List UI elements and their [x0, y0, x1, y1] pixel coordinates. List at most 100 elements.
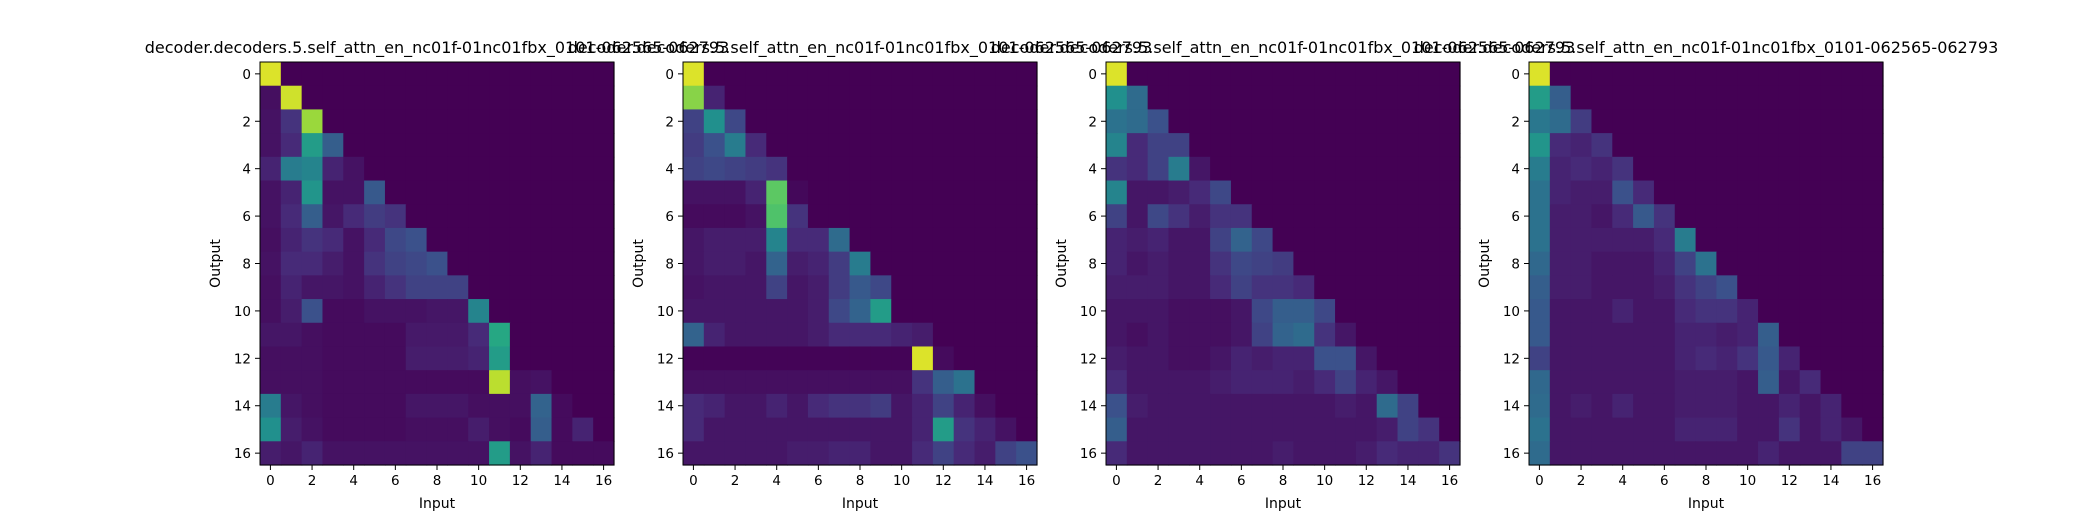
heatmap-cell [1612, 133, 1634, 158]
heatmap-cell [1862, 441, 1884, 466]
heatmap-cell [551, 370, 573, 395]
heatmap-cell [1862, 62, 1884, 87]
heatmap-cell [1737, 251, 1759, 276]
heatmap-cell [1570, 299, 1593, 324]
heatmap-cell [1418, 180, 1440, 205]
heatmap-cell [787, 180, 809, 205]
heatmap-cell [530, 62, 553, 87]
heatmap-cell [322, 417, 344, 442]
heatmap-cell [1862, 204, 1884, 229]
heatmap-cell [1418, 322, 1440, 348]
heatmap-cell [1126, 85, 1149, 111]
heatmap-cell [1418, 393, 1440, 419]
heatmap-cell [828, 346, 851, 371]
heatmap-cell [1653, 227, 1676, 253]
heatmap-cell [995, 299, 1017, 324]
heatmap-cell [1737, 370, 1759, 395]
heatmap-cell [1230, 156, 1253, 182]
heatmap-cell [953, 85, 976, 111]
heatmap-cell [703, 133, 726, 158]
heatmap-cell [1758, 393, 1780, 419]
heatmap-cell [932, 275, 955, 300]
heatmap-cell [1189, 275, 1211, 300]
heatmap-cell [1251, 156, 1274, 182]
heatmap-cell [1397, 322, 1419, 348]
heatmap-cell [1251, 441, 1274, 466]
heatmap-cell [1820, 370, 1842, 395]
heatmap-cell [343, 322, 365, 348]
heatmap-cell [995, 275, 1017, 300]
heatmap-cell [530, 275, 553, 300]
heatmap-cell [1570, 180, 1593, 205]
heatmap-cell [384, 299, 407, 324]
heatmap-cell [1126, 204, 1149, 229]
heatmap-cell [912, 251, 934, 276]
heatmap-cell [1529, 441, 1551, 466]
heatmap-cell [384, 62, 407, 87]
heatmap-cell [509, 180, 532, 205]
heatmap-cell [1799, 62, 1822, 87]
heatmap-cell [322, 180, 344, 205]
heatmap-cell [1633, 275, 1655, 300]
heatmap-cell [891, 393, 913, 419]
heatmap-cell [1439, 299, 1461, 324]
heatmap-cell [489, 85, 511, 111]
heatmap-cell [1862, 156, 1884, 182]
heatmap-cell [1633, 204, 1655, 229]
heatmap-cell [1293, 156, 1315, 182]
x-tick-label: 12 [935, 473, 952, 489]
heatmap-cell [766, 370, 788, 395]
heatmap-cell [426, 275, 449, 300]
heatmap-cell [1293, 299, 1315, 324]
heatmap-cell [1737, 85, 1759, 111]
heatmap-cell [1570, 62, 1593, 87]
heatmap-cell [1799, 322, 1822, 348]
heatmap-cell [1168, 417, 1190, 442]
heatmap-cell [1570, 109, 1593, 134]
heatmap-cell [1799, 156, 1822, 182]
heatmap-cell [280, 441, 303, 466]
heatmap-cell [1147, 62, 1170, 87]
heatmap-cell [1230, 204, 1253, 229]
heatmap-cell [489, 251, 511, 276]
heatmap-cell [1633, 62, 1655, 87]
heatmap-cell [1529, 85, 1551, 111]
heatmap-cell [1355, 227, 1378, 253]
heatmap-cell [593, 109, 615, 134]
heatmap-cell [1189, 180, 1211, 205]
heatmap-cell [703, 417, 726, 442]
heatmap-cell [1168, 275, 1190, 300]
heatmap-cell [828, 227, 851, 253]
heatmap-cell [745, 322, 767, 348]
heatmap-cell [912, 346, 934, 371]
heatmap-cell [1612, 227, 1634, 253]
heatmap-cell [1591, 62, 1613, 87]
heatmap-cell [1674, 204, 1697, 229]
heatmap-cell [745, 417, 767, 442]
heatmap-cell [1397, 417, 1419, 442]
heatmap-cell [849, 204, 872, 229]
heatmap-cell [1272, 251, 1295, 276]
x-axis-label: Input [1688, 496, 1725, 512]
heatmap-cell [1106, 109, 1128, 134]
heatmap-cell [703, 275, 726, 300]
x-tick-label: 0 [689, 473, 698, 489]
heatmap-cell [260, 322, 282, 348]
heatmap-cell [1820, 393, 1842, 419]
heatmap-cell [828, 441, 851, 466]
heatmap-cell [364, 62, 386, 87]
heatmap-cell [974, 133, 996, 158]
heatmap-cell [1862, 275, 1884, 300]
heatmap-cell [301, 133, 324, 158]
heatmap-cell [1147, 109, 1170, 134]
x-tick-label: 8 [1279, 473, 1288, 489]
x-tick-label: 12 [512, 473, 529, 489]
heatmap-cell [1355, 346, 1378, 371]
heatmap-cell [807, 251, 830, 276]
heatmap-cell [1633, 180, 1655, 205]
heatmap-cell [1737, 180, 1759, 205]
heatmap-cell [1147, 227, 1170, 253]
heatmap-cell [766, 133, 788, 158]
heatmap-cell [1210, 156, 1232, 182]
